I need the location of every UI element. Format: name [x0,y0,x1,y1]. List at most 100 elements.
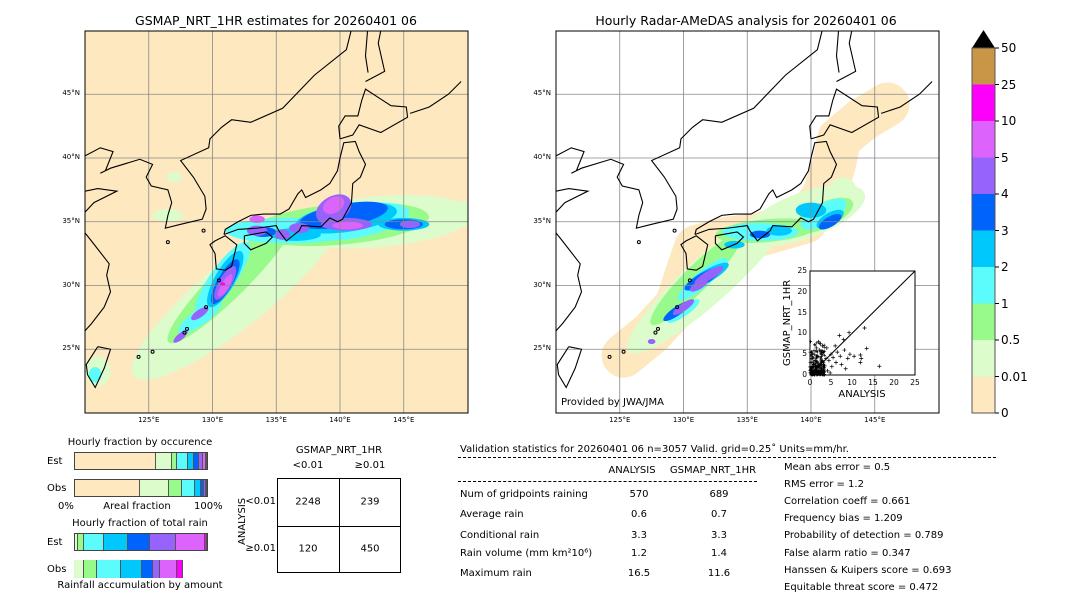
lat-tick-label: 35°N [533,216,551,225]
rain-area [289,223,310,234]
coastline [365,31,386,82]
fraction-segment [74,560,85,578]
rain-area [173,330,188,343]
colorbar-segment [972,157,995,194]
scatter-point [825,368,830,373]
fraction-segment [200,480,204,496]
scatter-point [819,350,824,355]
stats-gsmap: 11.6 [707,568,731,579]
scatter-point [829,352,833,357]
coastline [85,346,112,389]
scatter-y-tick: 10 [797,328,807,338]
coastline [223,140,367,242]
scatter-point [843,366,848,371]
scatter-point [817,348,822,353]
scatter-point [814,367,818,371]
island [150,349,155,354]
scatter-point [837,333,842,338]
cell-hits: 450 [360,543,380,555]
island [136,354,141,359]
coastline [364,31,369,73]
lon-tick-label: 140°E [800,416,822,424]
coastline [409,81,462,114]
scatter-point [829,364,834,369]
stats-label: Maximum rain [460,568,532,579]
contingency-col-0: <0.01 [292,460,324,471]
occurrence-tick-0: 0% [58,501,74,512]
stats-analysis: 570 [629,489,649,500]
scatter-point [811,362,816,367]
scatter-x-tick: 0 [807,378,813,387]
fraction-segment [187,453,195,469]
lat-tick-label: 45°N [533,89,551,98]
fraction-segment [177,453,188,469]
fraction-segment [171,453,178,469]
totalrain-est-label: Est [47,537,63,548]
colorbar-segment [972,84,995,121]
score-line: RMS error = 1.2 [784,479,864,491]
colorbar-label: 3 [1001,223,1009,238]
island [653,330,658,335]
lat-tick-label: 45°N [62,89,80,98]
fraction-segment [155,453,172,469]
island [201,228,206,233]
cell-hits-none: 2248 [295,496,321,508]
score-line: Frequency bias = 1.209 [784,513,903,525]
scatter-point [828,370,833,375]
colorbar-segment [972,48,995,85]
rain-area [417,201,468,230]
score-line: Equitable threat score = 0.472 [784,581,939,593]
scatter-point [842,348,847,353]
scatter-point [826,358,831,363]
stats-analysis: 1.2 [631,548,647,559]
coastline [680,235,709,271]
scatter-x-tick: 20 [889,378,899,387]
lat-tick-label: 40°N [62,153,80,161]
fraction-segment [149,534,176,550]
lat-tick-label: 25°N [533,344,551,353]
lon-tick-label: 140°E [329,416,351,424]
fraction-segment [152,560,160,578]
colorbar-segment [972,121,995,158]
colorbar-label: 10 [1001,114,1017,128]
scatter-point [858,353,863,358]
fraction-segment [159,560,178,578]
right-map-title: Hourly Radar-AMeDAS analysis for 2026040… [595,13,897,28]
lon-tick-label: 130°E [672,416,695,424]
colorbar-label: 0 [1001,406,1009,420]
colorbar-segment [972,376,995,413]
lat-tick-label: 25°N [62,344,80,353]
colorbar-label: 50 [1001,41,1017,55]
stats-label: Rain volume (mm km²10⁶) [460,548,593,559]
coastline [338,88,409,140]
scatter-point [820,352,825,357]
fraction-segment [205,453,207,469]
occurrence-xlabel: Areal fraction [103,501,171,512]
fraction-segment [104,534,128,550]
occurrence-obs-label: Obs [47,483,67,494]
scatter-point [834,360,839,365]
fraction-segment [75,534,79,550]
scatter-point [820,354,824,358]
fraction-segment [75,453,156,469]
contingency-title: GSMAP_NRT_1HR [295,445,383,456]
scatter-point [820,343,825,348]
coastline [809,88,880,140]
island [607,354,612,359]
fraction-segment [202,453,206,469]
colorbar-label: 5 [1001,150,1009,165]
scatter-point [877,364,882,369]
coastline [556,31,823,332]
score-line: Hanssen & Kuipers score = 0.693 [784,564,952,576]
fraction-segment [141,560,153,578]
scatter-point [818,356,822,360]
island [185,326,189,331]
scatter-point [847,330,852,335]
totalrain-obs-label: Obs [47,564,67,575]
lon-tick-label: 125°E [138,416,160,424]
colorbar-label: 2 [1001,260,1009,274]
scatter-point [845,356,850,361]
coastline [556,346,583,389]
